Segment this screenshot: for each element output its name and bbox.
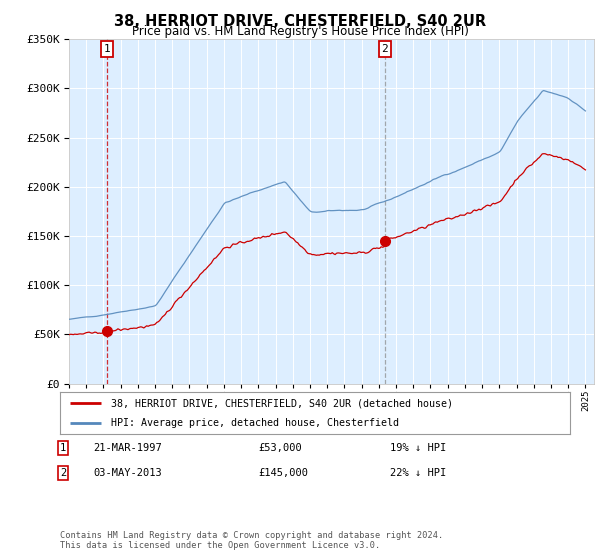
- Text: Price paid vs. HM Land Registry's House Price Index (HPI): Price paid vs. HM Land Registry's House …: [131, 25, 469, 38]
- Text: 19% ↓ HPI: 19% ↓ HPI: [390, 443, 446, 453]
- Text: £53,000: £53,000: [258, 443, 302, 453]
- Text: 38, HERRIOT DRIVE, CHESTERFIELD, S40 2UR: 38, HERRIOT DRIVE, CHESTERFIELD, S40 2UR: [114, 14, 486, 29]
- Text: HPI: Average price, detached house, Chesterfield: HPI: Average price, detached house, Ches…: [111, 418, 399, 428]
- Text: 38, HERRIOT DRIVE, CHESTERFIELD, S40 2UR (detached house): 38, HERRIOT DRIVE, CHESTERFIELD, S40 2UR…: [111, 398, 453, 408]
- Text: 03-MAY-2013: 03-MAY-2013: [93, 468, 162, 478]
- Text: 22% ↓ HPI: 22% ↓ HPI: [390, 468, 446, 478]
- Text: 2: 2: [382, 44, 388, 54]
- Text: 1: 1: [60, 443, 66, 453]
- Text: £145,000: £145,000: [258, 468, 308, 478]
- Text: 21-MAR-1997: 21-MAR-1997: [93, 443, 162, 453]
- Text: 2: 2: [60, 468, 66, 478]
- Text: Contains HM Land Registry data © Crown copyright and database right 2024.
This d: Contains HM Land Registry data © Crown c…: [60, 530, 443, 550]
- Text: 1: 1: [104, 44, 110, 54]
